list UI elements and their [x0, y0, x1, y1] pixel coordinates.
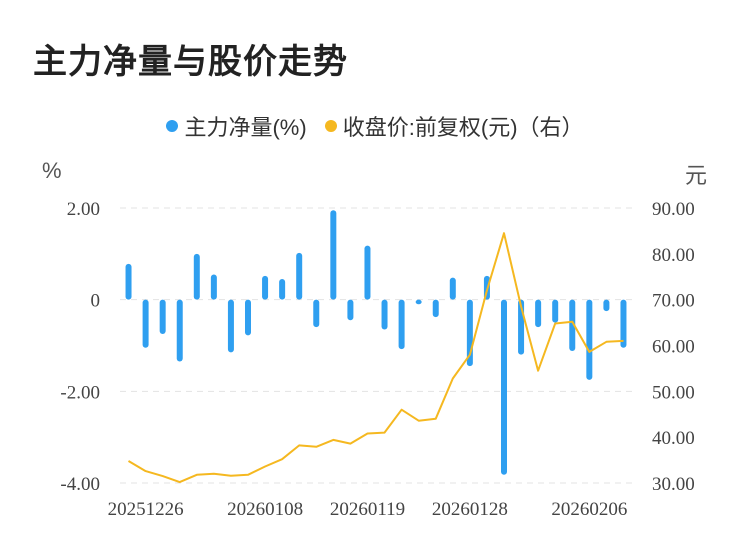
- bar-net-volume[interactable]: [398, 299, 405, 350]
- line-layer: [127, 232, 624, 484]
- line-close-price[interactable]: [127, 232, 624, 484]
- bar-net-volume[interactable]: [313, 299, 320, 328]
- legend: 主力净量(%) 收盘价:前复权(元)（右）: [0, 110, 750, 142]
- left-axis-tick-label: -2.00: [60, 382, 100, 403]
- right-axis-tick-label: 40.00: [652, 428, 695, 449]
- bar-net-volume[interactable]: [586, 299, 593, 380]
- x-axis-tick-label: 20260128: [432, 499, 508, 520]
- legend-item-line[interactable]: 收盘价:前复权(元)（右）: [324, 110, 584, 142]
- bar-net-volume[interactable]: [364, 245, 371, 300]
- x-axis-tick-label: 20260108: [227, 499, 303, 520]
- right-axis-tick-label: 60.00: [652, 337, 695, 358]
- bar-net-volume[interactable]: [262, 275, 269, 300]
- right-axis-unit: 元: [685, 163, 708, 188]
- bar-net-volume[interactable]: [449, 277, 456, 300]
- bar-net-volume[interactable]: [620, 299, 627, 348]
- legend-line-label: 收盘价:前复权(元)（右）: [342, 115, 584, 140]
- bar-net-volume[interactable]: [193, 253, 200, 300]
- bar-net-volume[interactable]: [552, 299, 559, 323]
- bar-net-volume[interactable]: [210, 274, 217, 300]
- legend-bar-dot-icon: [166, 120, 179, 132]
- bar-net-volume[interactable]: [176, 299, 183, 362]
- right-axis-tick-label: 30.00: [652, 474, 695, 495]
- bar-net-volume[interactable]: [142, 299, 149, 348]
- bar-net-volume[interactable]: [415, 299, 422, 305]
- bar-net-volume[interactable]: [245, 299, 251, 336]
- right-axis-tick-label: 90.00: [652, 199, 695, 220]
- left-axis-tick-label: 0: [91, 291, 101, 312]
- bar-net-volume[interactable]: [569, 299, 576, 351]
- left-axis-unit: %: [42, 158, 62, 183]
- bar-net-volume[interactable]: [347, 299, 354, 321]
- bar-net-volume[interactable]: [330, 210, 337, 300]
- axis-layer: 90.00 80.00 70.00 60.00 50.00 40.00 30.00 2.00 0…: [60, 199, 694, 520]
- legend-bar-label: 主力净量(%): [184, 115, 307, 140]
- bar-net-volume[interactable]: [296, 252, 303, 300]
- right-axis-tick-label: 50.00: [652, 382, 695, 403]
- bar-net-volume[interactable]: [159, 299, 166, 335]
- bar-net-volume[interactable]: [603, 299, 610, 312]
- bar-net-volume[interactable]: [227, 299, 234, 353]
- bar-net-volume[interactable]: [501, 299, 507, 475]
- bar-net-volume[interactable]: [381, 299, 388, 330]
- x-axis-tick-label: 20251226: [108, 499, 184, 520]
- grid-layer: [120, 207, 632, 484]
- left-axis-tick-label: 2.00: [67, 199, 100, 220]
- chart-title: 主力净量与股价走势: [33, 43, 348, 81]
- bar-net-volume[interactable]: [279, 279, 286, 300]
- right-axis-tick-label: 80.00: [652, 245, 695, 266]
- x-axis-tick-label: 20260119: [330, 499, 405, 520]
- x-axis-tick-label: 20260206: [551, 499, 627, 520]
- bar-net-volume[interactable]: [535, 299, 542, 328]
- right-axis-tick-label: 70.00: [652, 291, 695, 312]
- legend-line-dot-icon: [324, 120, 337, 132]
- bar-layer: [125, 210, 627, 475]
- bar-net-volume[interactable]: [432, 299, 439, 318]
- bar-net-volume[interactable]: [125, 263, 132, 300]
- legend-item-bar[interactable]: 主力净量(%): [166, 110, 307, 142]
- left-axis-tick-label: -4.00: [60, 474, 100, 495]
